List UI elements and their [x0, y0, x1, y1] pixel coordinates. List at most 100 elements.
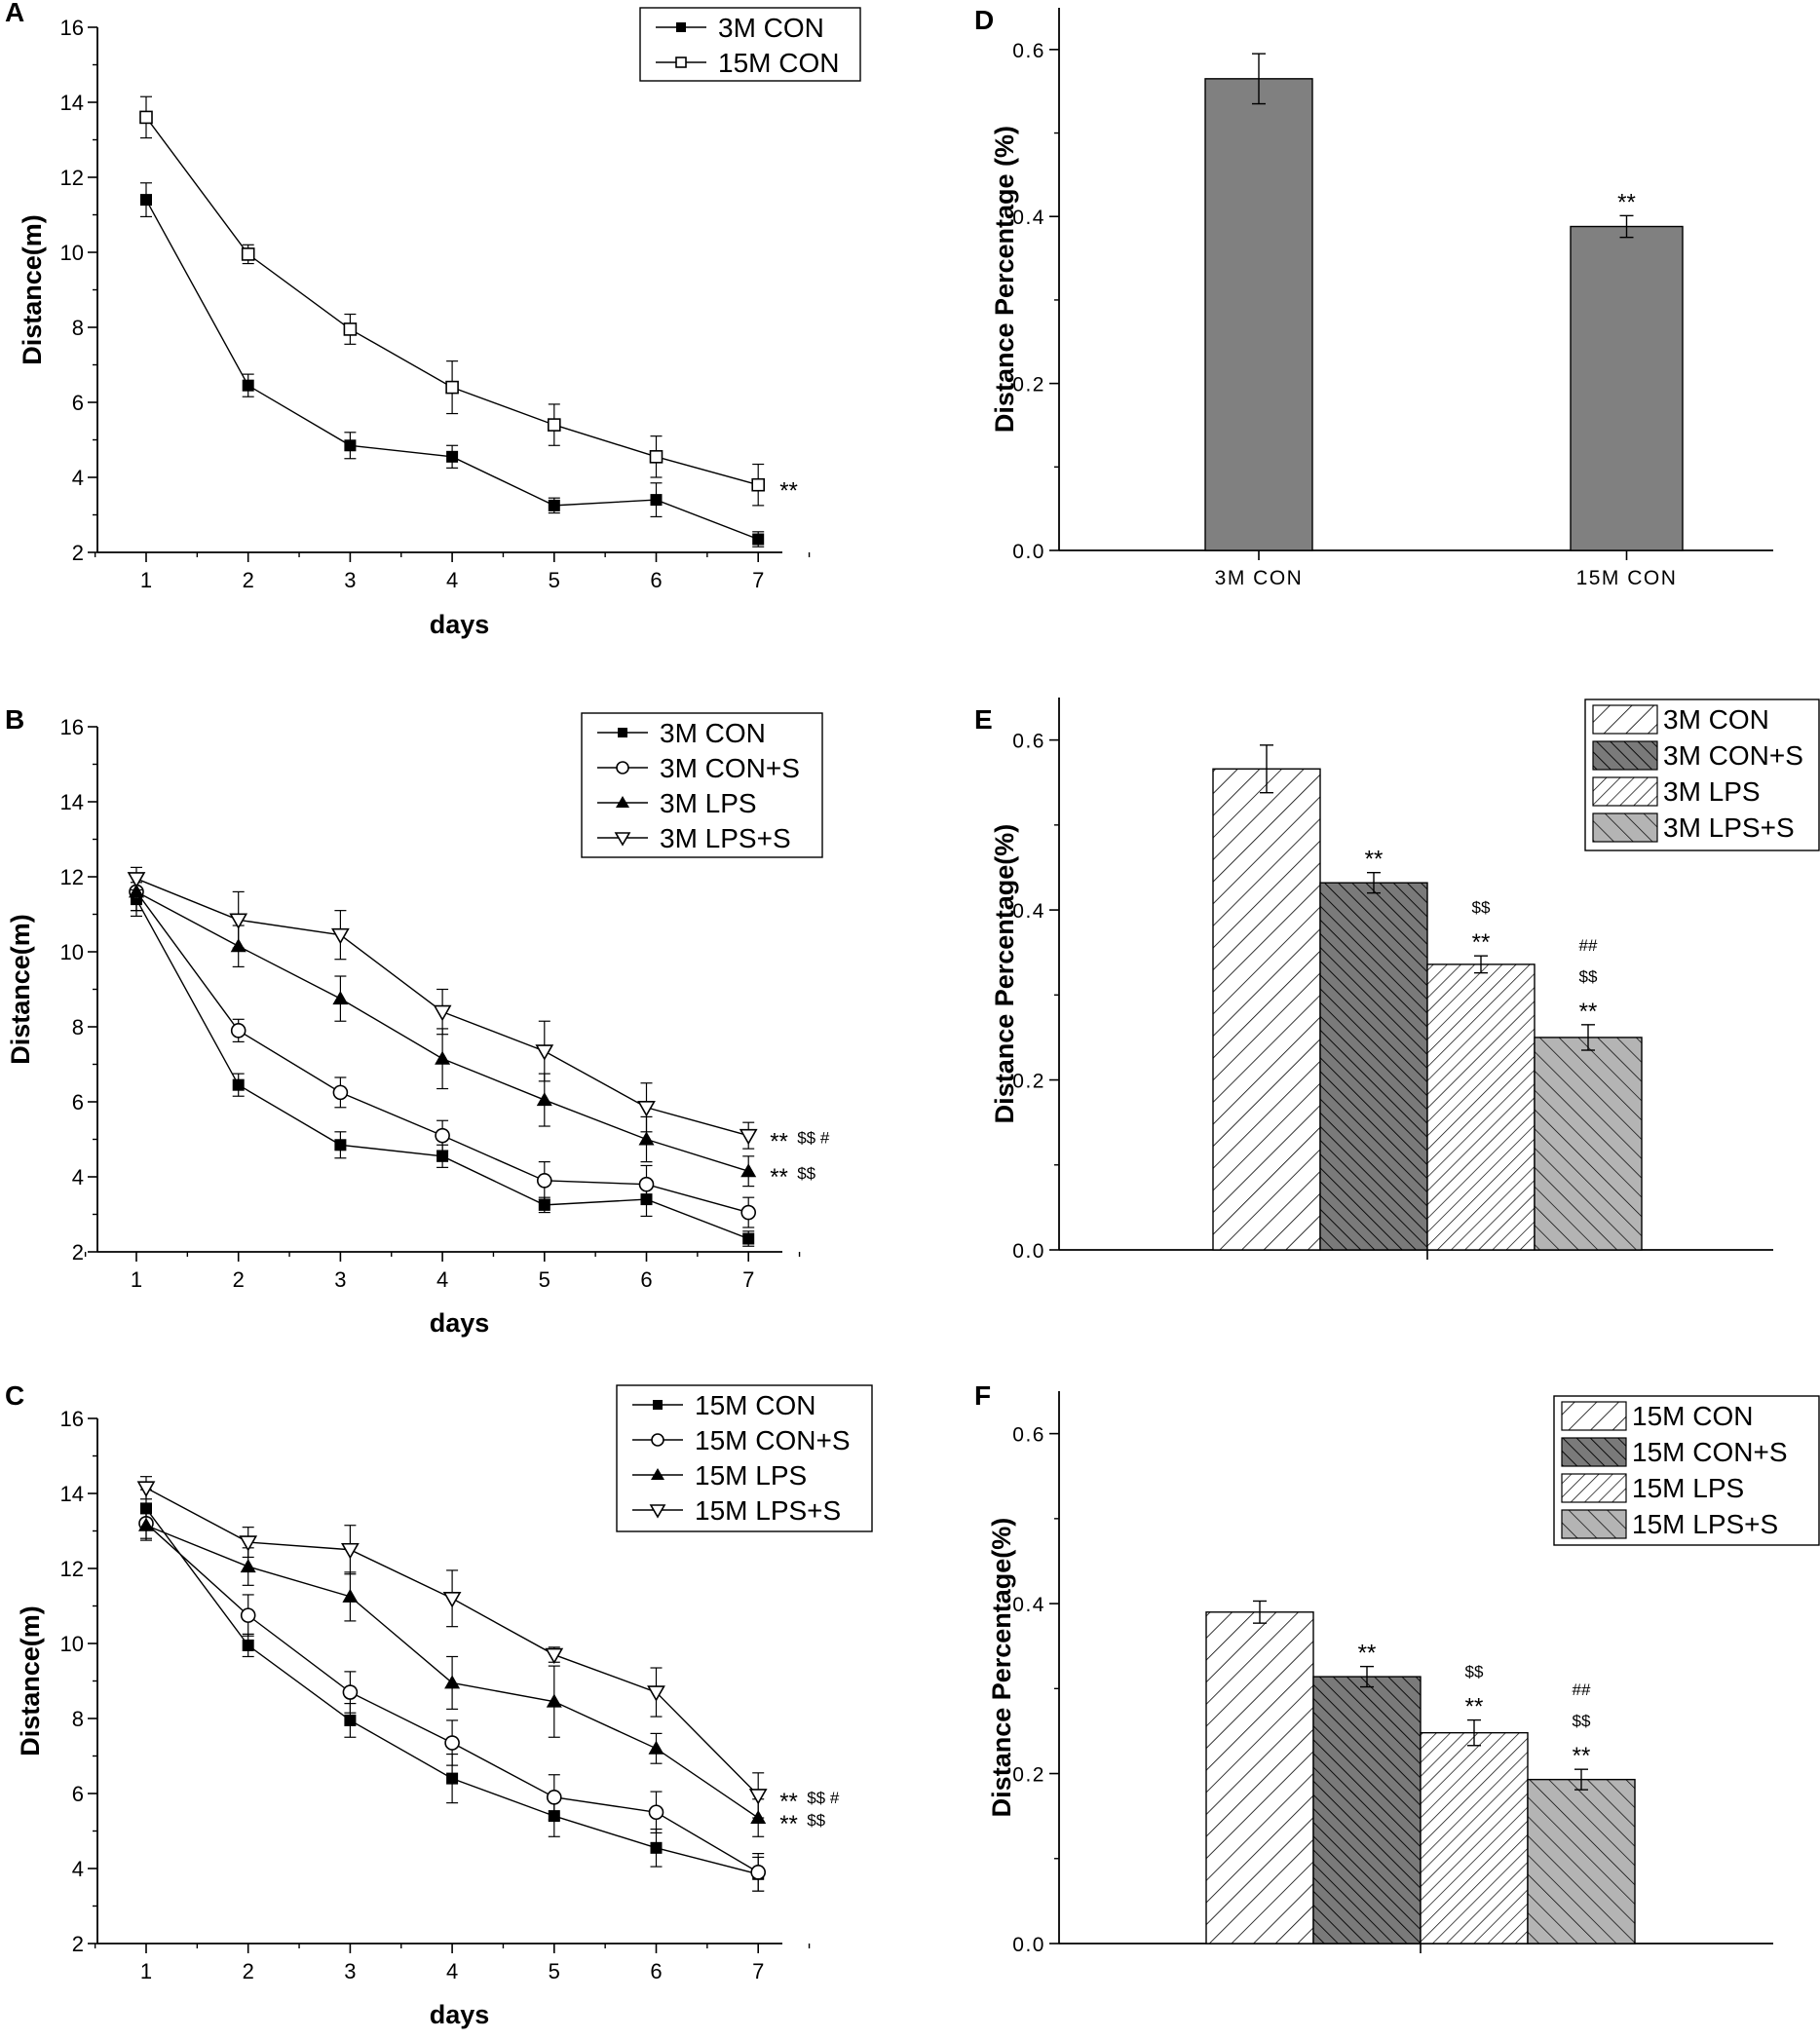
triangle-marker [616, 796, 629, 808]
square-marker [344, 439, 357, 452]
square-marker [676, 22, 686, 32]
square-marker [436, 1150, 449, 1162]
x-tick-label: 3 [334, 1267, 346, 1292]
panel-label: D [974, 5, 994, 35]
bar [1312, 1676, 1422, 1945]
circle-open-marker [444, 1735, 460, 1751]
significance-sup-label: $$ # [807, 1789, 840, 1807]
legend: 3M CON 3M CON+S 3M LPS 3M LPS+S [1584, 699, 1820, 851]
significance-label: ** [1579, 999, 1598, 1025]
bar [1212, 768, 1321, 1251]
bar [1426, 963, 1536, 1251]
square-open-marker [675, 57, 687, 68]
triangle-marker [648, 1740, 664, 1755]
y-axis-label: Distance Percentage(%) [990, 824, 1019, 1124]
triangle-down-open-marker [748, 1789, 768, 1805]
series-15m-con [139, 95, 766, 507]
triangle-down-open-marker [649, 1504, 666, 1519]
legend-label: 3M LPS [660, 788, 757, 818]
y-tick-label: 0.4 [1012, 207, 1045, 229]
significance-label: ## [1573, 1680, 1591, 1699]
y-axis-label: Distance(m) [16, 1605, 45, 1756]
triangle-down-open-marker [341, 1542, 360, 1560]
square-open-marker [445, 380, 459, 395]
x-axis-label: days [430, 610, 490, 639]
triangle-down-open-marker [647, 1685, 665, 1702]
triangle-marker [536, 1092, 552, 1107]
triangle-down-open-marker [229, 913, 248, 929]
bar [1570, 225, 1684, 551]
circle-open-marker [740, 1204, 757, 1221]
significance-label: ** [779, 1789, 798, 1815]
y-tick-label: 16 [60, 715, 84, 739]
significance-label: ## [1579, 936, 1598, 955]
triangle-down-open-marker [637, 1100, 656, 1117]
triangle-marker [240, 1559, 256, 1573]
square-marker [653, 1400, 663, 1410]
x-tick-label: 1 [140, 568, 152, 592]
triangle-marker [444, 1675, 461, 1689]
x-tick-label: 4 [436, 1267, 448, 1292]
square-open-marker [241, 247, 255, 261]
significance-label: ** [1465, 1694, 1484, 1720]
y-tick-label: 16 [60, 16, 84, 40]
x-tick-label: 2 [243, 1959, 254, 1983]
significance-label: ** [770, 1129, 788, 1155]
square-marker [334, 1139, 347, 1152]
legend: 3M CON 15M CON [639, 7, 861, 82]
y-tick-label: 10 [60, 940, 84, 964]
circle-open-marker [230, 1023, 246, 1038]
legend-label: 15M CON [1632, 1401, 1753, 1431]
bar-3m-con [1212, 744, 1321, 1251]
panel-label: B [5, 704, 24, 735]
legend-label: 15M LPS+S [1632, 1509, 1778, 1539]
significance-label: ** [779, 1811, 798, 1837]
legend-label: 15M LPS+S [695, 1495, 841, 1526]
significance-label: $$ [1573, 1712, 1591, 1730]
circle-open-marker [240, 1607, 256, 1623]
y-tick-label: 2 [72, 1240, 84, 1265]
legend-label: 15M LPS [1632, 1473, 1744, 1503]
y-tick-label: 2 [72, 1932, 84, 1956]
x-tick-label: 1 [140, 1959, 152, 1983]
x-axis-label: days [430, 1308, 490, 1338]
significance-label: ** [770, 1164, 788, 1190]
legend-swatch [1592, 704, 1658, 735]
y-tick-label: 4 [72, 1857, 84, 1881]
significance-label: $$ [1579, 967, 1598, 986]
y-tick-label: 0.2 [1012, 374, 1045, 396]
square-marker [232, 1078, 245, 1091]
triangle-marker [740, 1163, 757, 1178]
x-tick-label: 1 [131, 1267, 142, 1292]
legend: 3M CON 3M CON+S 3M LPS 3M LPS+S [581, 712, 823, 858]
x-tick-label: 6 [650, 568, 662, 592]
square-marker [446, 450, 459, 463]
y-tick-label: 0.4 [1012, 900, 1045, 923]
square-marker [548, 499, 560, 511]
panel-f: F 0.0 0.2 0.4 0.6 Distance Percentage(%) ** ** $… [974, 1380, 1820, 1956]
panel-label: A [5, 0, 24, 27]
square-marker [618, 728, 627, 737]
x-tick-label: 4 [446, 568, 458, 592]
x-tick-label: 3 [344, 1959, 356, 1983]
legend-box [639, 7, 861, 82]
square-marker [650, 1841, 663, 1854]
circle-open-marker [546, 1790, 562, 1805]
y-tick-label: 0.0 [1012, 1934, 1045, 1956]
x-tick-label: 6 [640, 1267, 652, 1292]
significance-sup-label: $$ [807, 1811, 825, 1830]
y-tick-label: 0.2 [1012, 1071, 1045, 1093]
legend-swatch [1561, 1509, 1627, 1539]
square-marker [742, 1232, 755, 1245]
y-tick-label: 0.0 [1012, 1240, 1045, 1263]
bar-15m-con-s: ** [1312, 1641, 1422, 1945]
legend-label: 3M CON [1663, 704, 1769, 735]
bar [1527, 1778, 1636, 1945]
y-tick-label: 6 [72, 391, 84, 415]
y-tick-label: 14 [60, 91, 84, 115]
significance-label: $$ [1472, 898, 1491, 917]
x-tick-label: 7 [752, 1959, 764, 1983]
legend: 15M CON 15M CON+S 15M LPS 15M LPS+S [616, 1384, 873, 1532]
